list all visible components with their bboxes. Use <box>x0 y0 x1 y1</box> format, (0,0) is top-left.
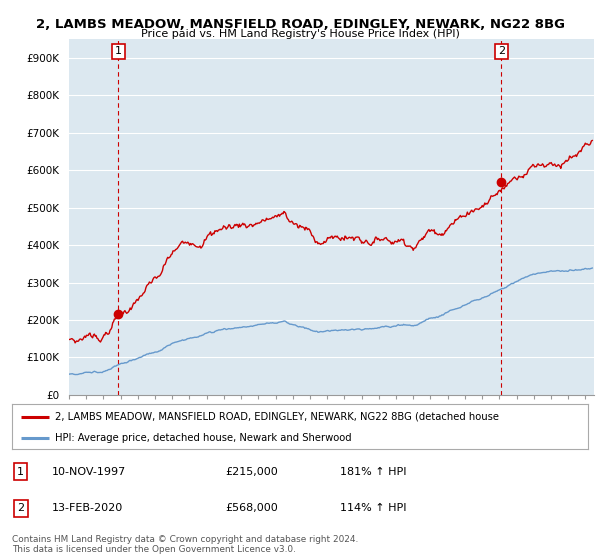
Text: Contains HM Land Registry data © Crown copyright and database right 2024.
This d: Contains HM Land Registry data © Crown c… <box>12 535 358 554</box>
Text: 1: 1 <box>115 46 122 57</box>
Text: 2: 2 <box>498 46 505 57</box>
Text: Price paid vs. HM Land Registry's House Price Index (HPI): Price paid vs. HM Land Registry's House … <box>140 29 460 39</box>
Text: HPI: Average price, detached house, Newark and Sherwood: HPI: Average price, detached house, Newa… <box>55 433 352 443</box>
Text: 10-NOV-1997: 10-NOV-1997 <box>52 467 127 477</box>
Text: 2: 2 <box>17 503 24 513</box>
Text: 2, LAMBS MEADOW, MANSFIELD ROAD, EDINGLEY, NEWARK, NG22 8BG (detached house: 2, LAMBS MEADOW, MANSFIELD ROAD, EDINGLE… <box>55 412 499 422</box>
Text: 114% ↑ HPI: 114% ↑ HPI <box>340 503 407 513</box>
Text: 2, LAMBS MEADOW, MANSFIELD ROAD, EDINGLEY, NEWARK, NG22 8BG: 2, LAMBS MEADOW, MANSFIELD ROAD, EDINGLE… <box>35 18 565 31</box>
Text: 13-FEB-2020: 13-FEB-2020 <box>52 503 124 513</box>
Text: £568,000: £568,000 <box>225 503 278 513</box>
Text: 181% ↑ HPI: 181% ↑ HPI <box>340 467 407 477</box>
Text: £215,000: £215,000 <box>225 467 278 477</box>
Text: 1: 1 <box>17 467 24 477</box>
